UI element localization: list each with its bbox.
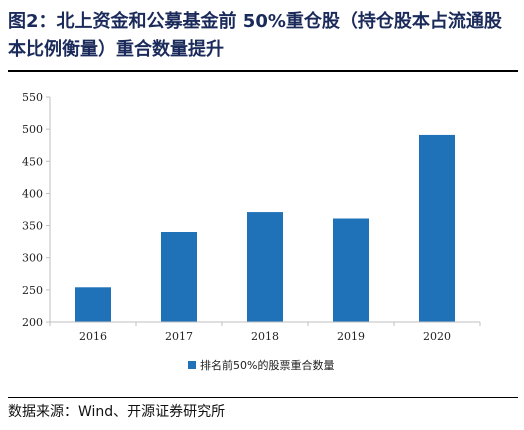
y-tick-label: 500 [22, 123, 43, 136]
legend: 排名前50%的股票重合数量 [188, 358, 334, 372]
y-tick-label: 400 [22, 187, 43, 200]
x-tick-label: 2018 [251, 330, 279, 343]
x-tick-label: 2017 [165, 330, 193, 343]
source-divider [8, 397, 518, 398]
y-axis: 200 250 300 350 400 450 500 550 [22, 91, 50, 329]
bar-2016 [75, 287, 111, 322]
y-tick-label: 250 [22, 284, 43, 297]
legend-swatch [188, 361, 196, 369]
y-tick-label: 350 [22, 220, 43, 233]
figure-title: 图2：北上资金和公募基金前 50%重仓股（持仓股本占流通股本比例衡量）重合数量提… [8, 11, 502, 60]
bar-2019 [333, 218, 369, 322]
source-note: 数据来源：Wind、开源证券研究所 [8, 404, 226, 420]
y-tick-label: 300 [22, 252, 43, 265]
y-tick-label: 200 [22, 316, 43, 329]
y-tick-label: 450 [22, 155, 43, 168]
x-axis: 2016 2017 2018 2019 2020 [49, 322, 481, 343]
y-tick-label: 550 [22, 91, 43, 104]
x-tick-label: 2020 [423, 330, 451, 343]
bar-2020 [419, 134, 455, 322]
bars-group [75, 134, 455, 322]
x-tick-label: 2016 [79, 330, 107, 343]
legend-label: 排名前50%的股票重合数量 [200, 359, 335, 372]
x-tick-label: 2019 [337, 330, 365, 343]
bar-2018 [247, 212, 283, 322]
title-divider [8, 70, 518, 72]
bar-2017 [161, 232, 197, 322]
